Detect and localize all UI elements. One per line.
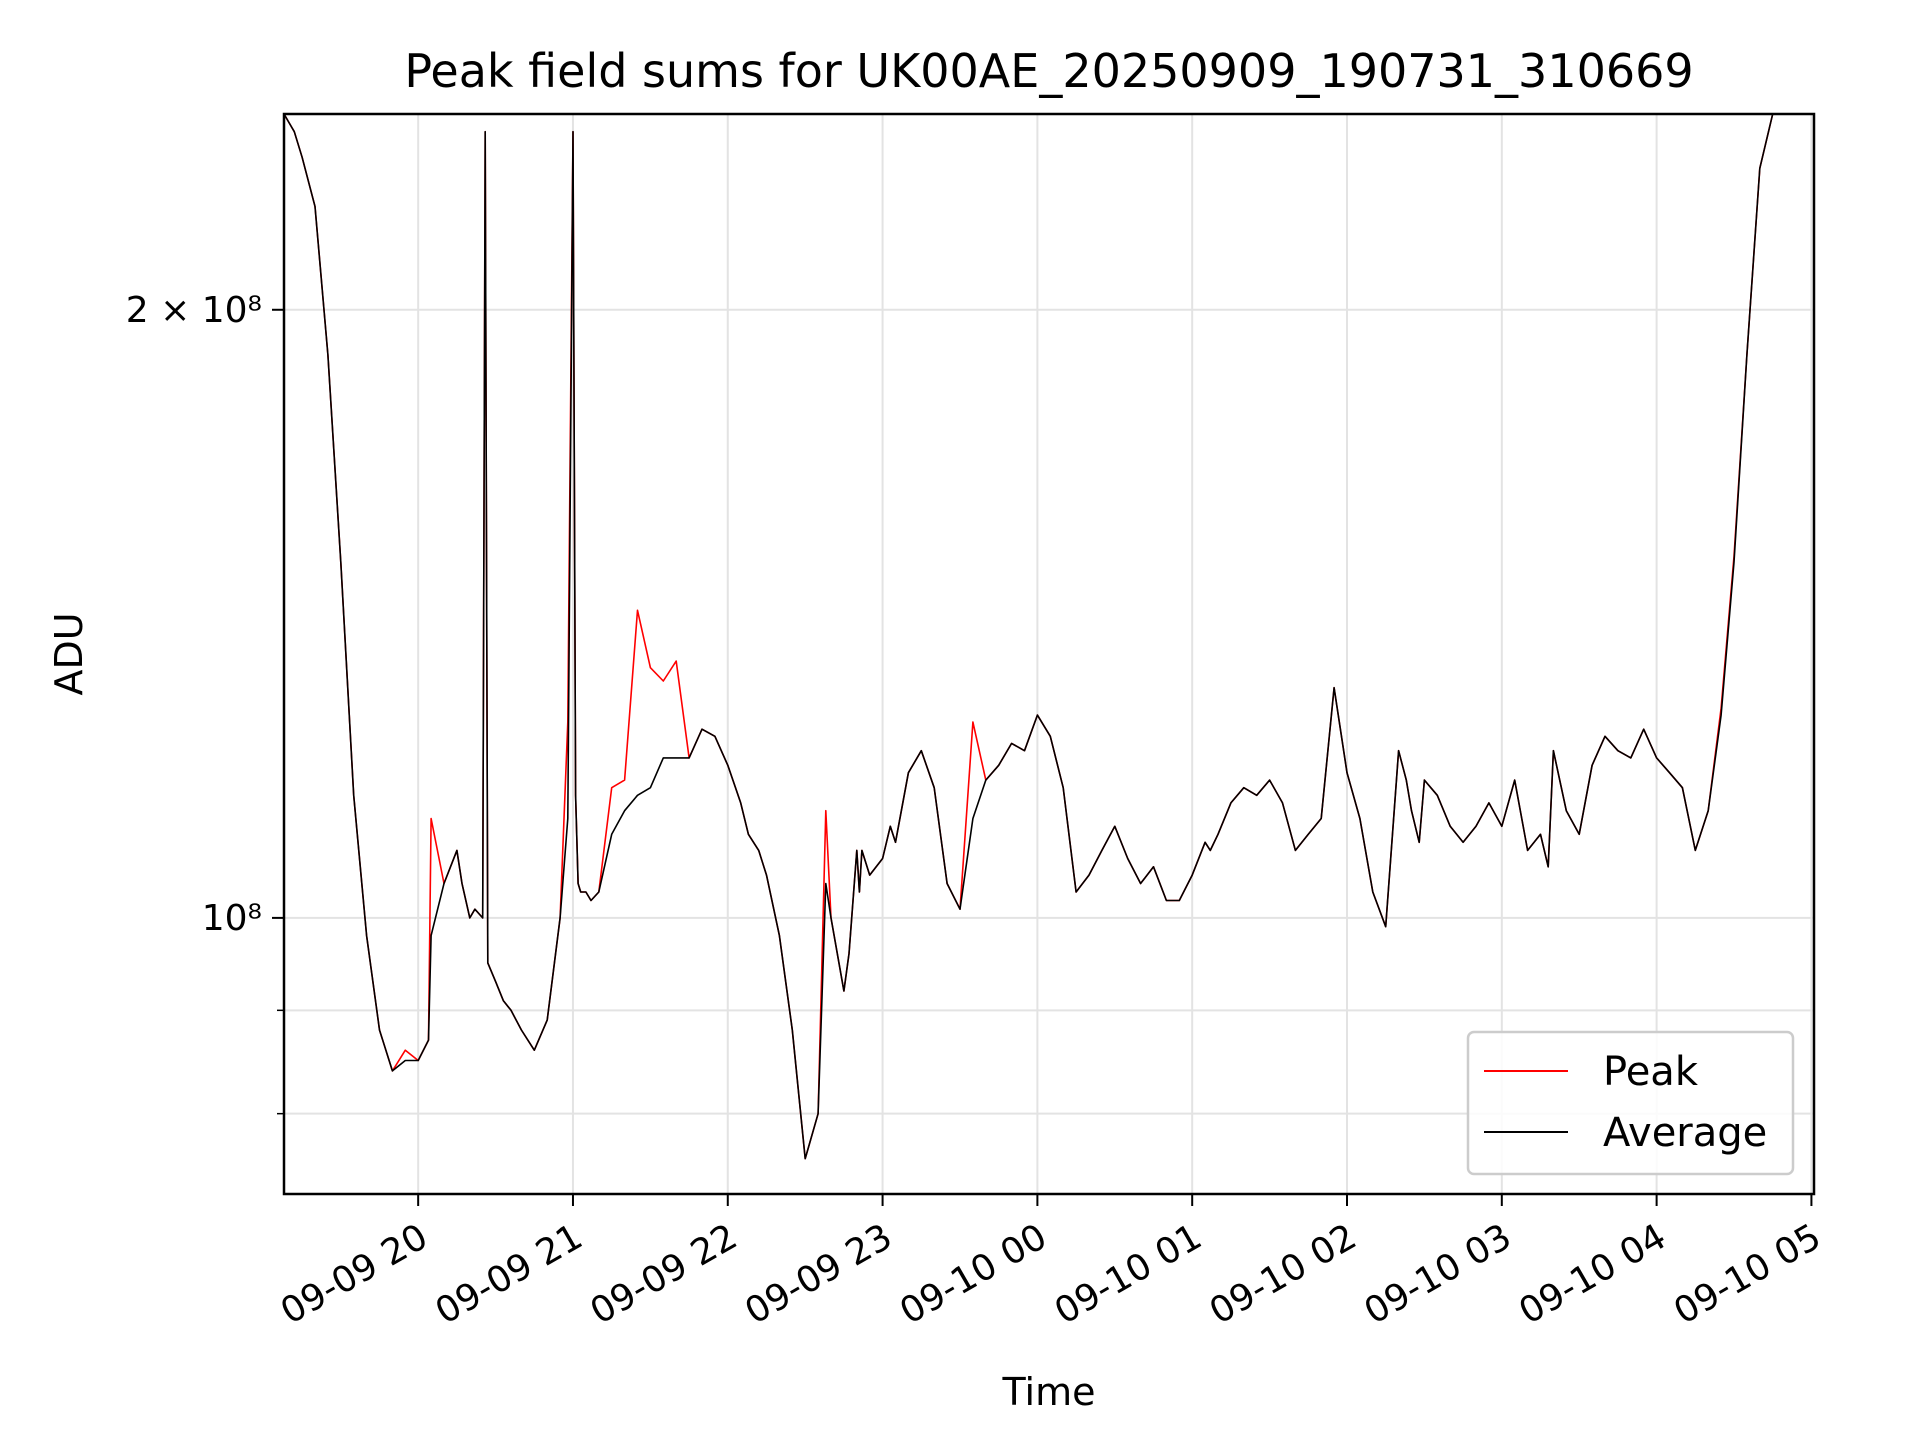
y-axis: 2 × 10⁸ 10⁸ bbox=[126, 290, 284, 1115]
legend-box bbox=[1466, 1030, 1795, 1176]
y-axis-label: ADU bbox=[47, 612, 91, 695]
plot-area bbox=[283, 113, 1807, 1160]
chart-title: Peak field sums for UK00AE_20250909_1907… bbox=[404, 44, 1693, 98]
legend: Peak Average bbox=[1466, 1030, 1795, 1176]
series-line-average bbox=[283, 113, 1807, 1160]
x-axis-label: Time bbox=[1002, 1370, 1096, 1414]
plot-frame bbox=[282, 112, 1816, 1196]
legend-label-average: Average bbox=[1603, 1110, 1767, 1156]
y-tick-label: 2 × 10⁸ bbox=[126, 290, 262, 331]
y-tick-label: 10⁸ bbox=[202, 898, 262, 939]
legend-label-peak: Peak bbox=[1603, 1049, 1699, 1095]
